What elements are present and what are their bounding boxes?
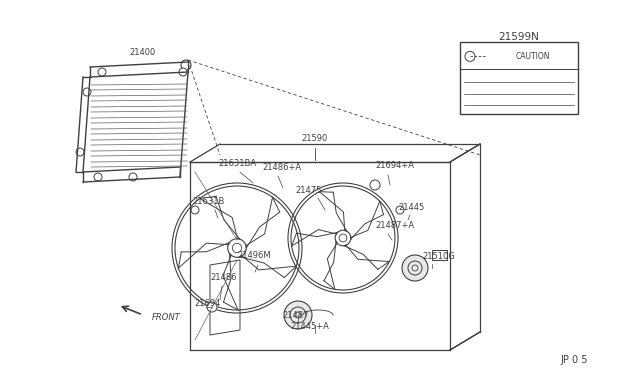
Text: 21510G: 21510G xyxy=(422,252,455,261)
Text: 21694+A: 21694+A xyxy=(375,161,414,170)
Circle shape xyxy=(98,68,106,76)
Text: 21590: 21590 xyxy=(302,134,328,143)
Text: 21487+A: 21487+A xyxy=(375,221,414,230)
Text: FRONT: FRONT xyxy=(152,314,180,323)
Circle shape xyxy=(335,230,351,246)
Text: 21599N: 21599N xyxy=(499,32,540,42)
Text: 21475: 21475 xyxy=(295,186,321,195)
Circle shape xyxy=(228,239,246,257)
Bar xyxy=(460,42,578,114)
Circle shape xyxy=(402,255,428,281)
Circle shape xyxy=(83,88,91,96)
Text: 21486: 21486 xyxy=(210,273,237,282)
Circle shape xyxy=(370,180,380,190)
Circle shape xyxy=(191,206,199,214)
Text: CAUTION: CAUTION xyxy=(516,52,550,61)
Circle shape xyxy=(94,173,102,181)
Text: 21631B: 21631B xyxy=(192,197,225,206)
Text: 21445: 21445 xyxy=(398,203,424,212)
Circle shape xyxy=(181,60,191,70)
Circle shape xyxy=(207,302,217,312)
Text: 21445+A: 21445+A xyxy=(290,322,329,331)
Circle shape xyxy=(396,206,404,214)
Text: 21400: 21400 xyxy=(130,48,156,57)
Circle shape xyxy=(179,68,187,76)
Text: 21496M: 21496M xyxy=(237,251,271,260)
Bar xyxy=(432,250,447,260)
Text: 21487: 21487 xyxy=(282,311,308,320)
Circle shape xyxy=(76,148,84,156)
Text: 21631BA: 21631BA xyxy=(218,159,256,168)
Circle shape xyxy=(129,173,137,181)
Text: 21486+A: 21486+A xyxy=(262,163,301,172)
Text: 21694: 21694 xyxy=(194,299,220,308)
Circle shape xyxy=(284,301,312,329)
Text: JP 0 5: JP 0 5 xyxy=(560,355,588,365)
